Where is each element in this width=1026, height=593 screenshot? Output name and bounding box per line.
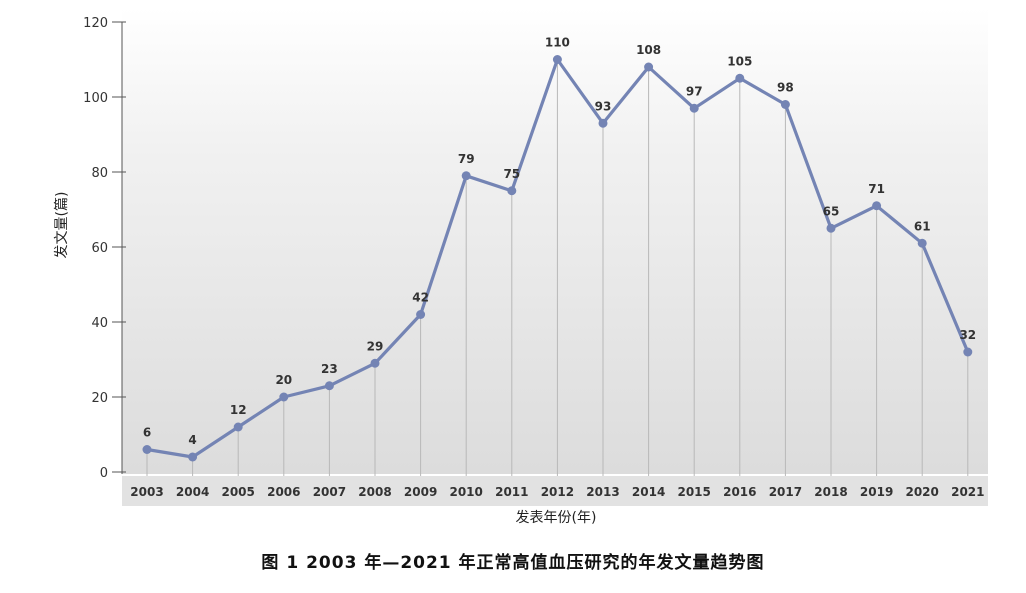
data-point — [963, 347, 973, 357]
data-label: 97 — [686, 84, 703, 98]
x-axis-title: 发表年份(年) — [516, 510, 597, 526]
data-point — [644, 62, 654, 72]
y-tick-label: 120 — [83, 16, 108, 31]
x-tick-label: 2009 — [404, 485, 437, 499]
data-label: 75 — [503, 167, 520, 181]
y-tick-label: 80 — [91, 166, 108, 181]
data-point — [370, 358, 380, 368]
data-point — [917, 238, 927, 248]
data-point — [188, 452, 198, 462]
data-label: 61 — [914, 219, 931, 233]
x-tick-label: 2007 — [313, 485, 346, 499]
data-label: 12 — [230, 403, 247, 417]
y-axis-title: 发文量(篇) — [54, 192, 70, 259]
y-tick-label: 100 — [83, 91, 108, 106]
data-point — [233, 422, 243, 432]
data-label: 110 — [545, 36, 570, 50]
data-label: 23 — [321, 362, 338, 376]
x-tick-label: 2004 — [176, 485, 209, 499]
data-label: 105 — [727, 54, 752, 68]
x-tick-label: 2020 — [905, 485, 938, 499]
data-point — [552, 55, 562, 64]
x-tick-label: 2019 — [860, 485, 893, 499]
y-tick-label: 40 — [91, 316, 108, 331]
x-tick-label: 2015 — [677, 485, 710, 499]
plot-background — [122, 8, 988, 474]
data-label: 71 — [868, 182, 885, 196]
x-tick-label: 2006 — [267, 485, 300, 499]
x-tick-label: 2016 — [723, 485, 756, 499]
data-point — [735, 73, 745, 83]
x-tick-label: 2010 — [449, 485, 482, 499]
x-tick-label: 2011 — [495, 485, 528, 499]
x-tick-label: 2014 — [632, 485, 665, 499]
data-markers — [142, 55, 973, 462]
data-point — [872, 201, 882, 211]
data-label: 108 — [636, 43, 661, 57]
data-label: 65 — [823, 204, 840, 218]
y-tick-label: 0 — [100, 466, 108, 481]
data-point — [826, 223, 836, 233]
data-label: 6 — [143, 426, 151, 440]
x-tick-label: 2017 — [769, 485, 802, 499]
data-point — [142, 445, 152, 454]
data-point — [324, 381, 334, 391]
x-tick-label: 2008 — [358, 485, 391, 499]
x-tick-label: 2012 — [541, 485, 574, 499]
x-tick-label: 2005 — [221, 485, 254, 499]
data-point — [507, 186, 517, 196]
data-label: 98 — [777, 81, 794, 95]
x-tick-label: 2013 — [586, 485, 619, 499]
data-point — [598, 118, 608, 128]
data-label: 4 — [188, 433, 196, 447]
data-label: 32 — [959, 328, 976, 342]
data-label: 42 — [412, 291, 429, 305]
y-tick-label: 60 — [91, 241, 108, 256]
data-point — [279, 392, 289, 402]
data-label: 29 — [367, 339, 384, 353]
x-tick-label: 2018 — [814, 485, 847, 499]
data-point — [416, 310, 426, 319]
figure-caption: 图 1 2003 年—2021 年正常高值血压研究的年发文量趋势图 — [261, 553, 765, 573]
y-axis-ticks: 0 20 40 60 80 100 120 — [83, 16, 126, 481]
category-axis-band — [122, 476, 988, 506]
data-label: 20 — [275, 373, 292, 387]
x-tick-label: 2021 — [951, 485, 984, 499]
data-labels: 6 4 12 20 23 29 42 79 75 110 93 108 97 105 98 65 71 61 32 — [143, 36, 976, 448]
data-label: 93 — [595, 99, 612, 113]
drop-lines — [146, 59, 969, 476]
x-tick-label: 2003 — [130, 485, 163, 499]
y-tick-label: 20 — [91, 391, 108, 406]
data-point — [689, 103, 699, 113]
data-point — [780, 100, 790, 109]
data-label: 79 — [458, 152, 475, 166]
x-axis-tick-labels: 2003 2004 2005 2006 2007 2008 2009 2010 2011 2012… — [130, 485, 984, 499]
data-point — [461, 171, 471, 181]
